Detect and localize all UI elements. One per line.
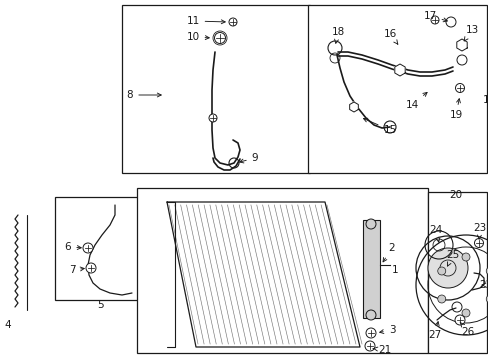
Text: 15: 15 (363, 118, 396, 135)
Text: 3: 3 (379, 325, 394, 335)
Circle shape (454, 84, 464, 93)
Text: 27: 27 (427, 322, 441, 340)
Text: 2: 2 (382, 243, 394, 262)
Text: 12: 12 (481, 95, 488, 105)
Text: 18: 18 (331, 27, 344, 43)
Text: 4: 4 (5, 320, 11, 330)
Text: 22: 22 (478, 280, 488, 290)
Text: 14: 14 (405, 93, 426, 110)
Circle shape (485, 267, 488, 275)
Text: 20: 20 (448, 190, 462, 200)
Text: 10: 10 (186, 32, 209, 42)
Text: 1: 1 (391, 265, 398, 275)
Text: 21: 21 (372, 345, 391, 355)
Circle shape (365, 328, 375, 338)
Circle shape (86, 263, 96, 273)
Circle shape (214, 32, 225, 44)
Text: 8: 8 (126, 90, 161, 100)
Text: 16: 16 (383, 29, 397, 44)
Text: 9: 9 (239, 153, 258, 163)
Bar (427, 192, 486, 353)
Polygon shape (394, 64, 405, 76)
Polygon shape (349, 102, 358, 112)
Circle shape (454, 315, 464, 325)
Text: 24: 24 (428, 225, 442, 242)
Text: 23: 23 (472, 223, 486, 239)
Bar (122, 5, 309, 173)
Circle shape (427, 248, 467, 288)
Circle shape (461, 309, 469, 317)
Circle shape (437, 295, 445, 303)
Circle shape (461, 253, 469, 261)
Circle shape (365, 310, 375, 320)
Circle shape (485, 295, 488, 303)
Bar (307, 5, 486, 173)
Text: 5: 5 (97, 300, 103, 310)
Text: 26: 26 (459, 322, 474, 337)
Bar (55, 197, 168, 300)
Circle shape (437, 267, 445, 275)
Circle shape (83, 243, 93, 253)
Bar (362, 220, 379, 318)
Text: 11: 11 (186, 16, 225, 26)
Circle shape (364, 341, 374, 351)
Text: 19: 19 (448, 99, 462, 120)
Circle shape (365, 219, 375, 229)
Circle shape (473, 238, 483, 248)
Text: 17: 17 (423, 11, 447, 22)
Circle shape (208, 114, 217, 122)
Bar (137, 188, 427, 353)
Circle shape (228, 18, 237, 26)
Text: 13: 13 (463, 25, 478, 41)
Text: 6: 6 (64, 242, 81, 252)
Polygon shape (456, 39, 466, 51)
Circle shape (430, 16, 438, 24)
Text: 7: 7 (68, 265, 84, 275)
Text: 25: 25 (446, 250, 459, 266)
